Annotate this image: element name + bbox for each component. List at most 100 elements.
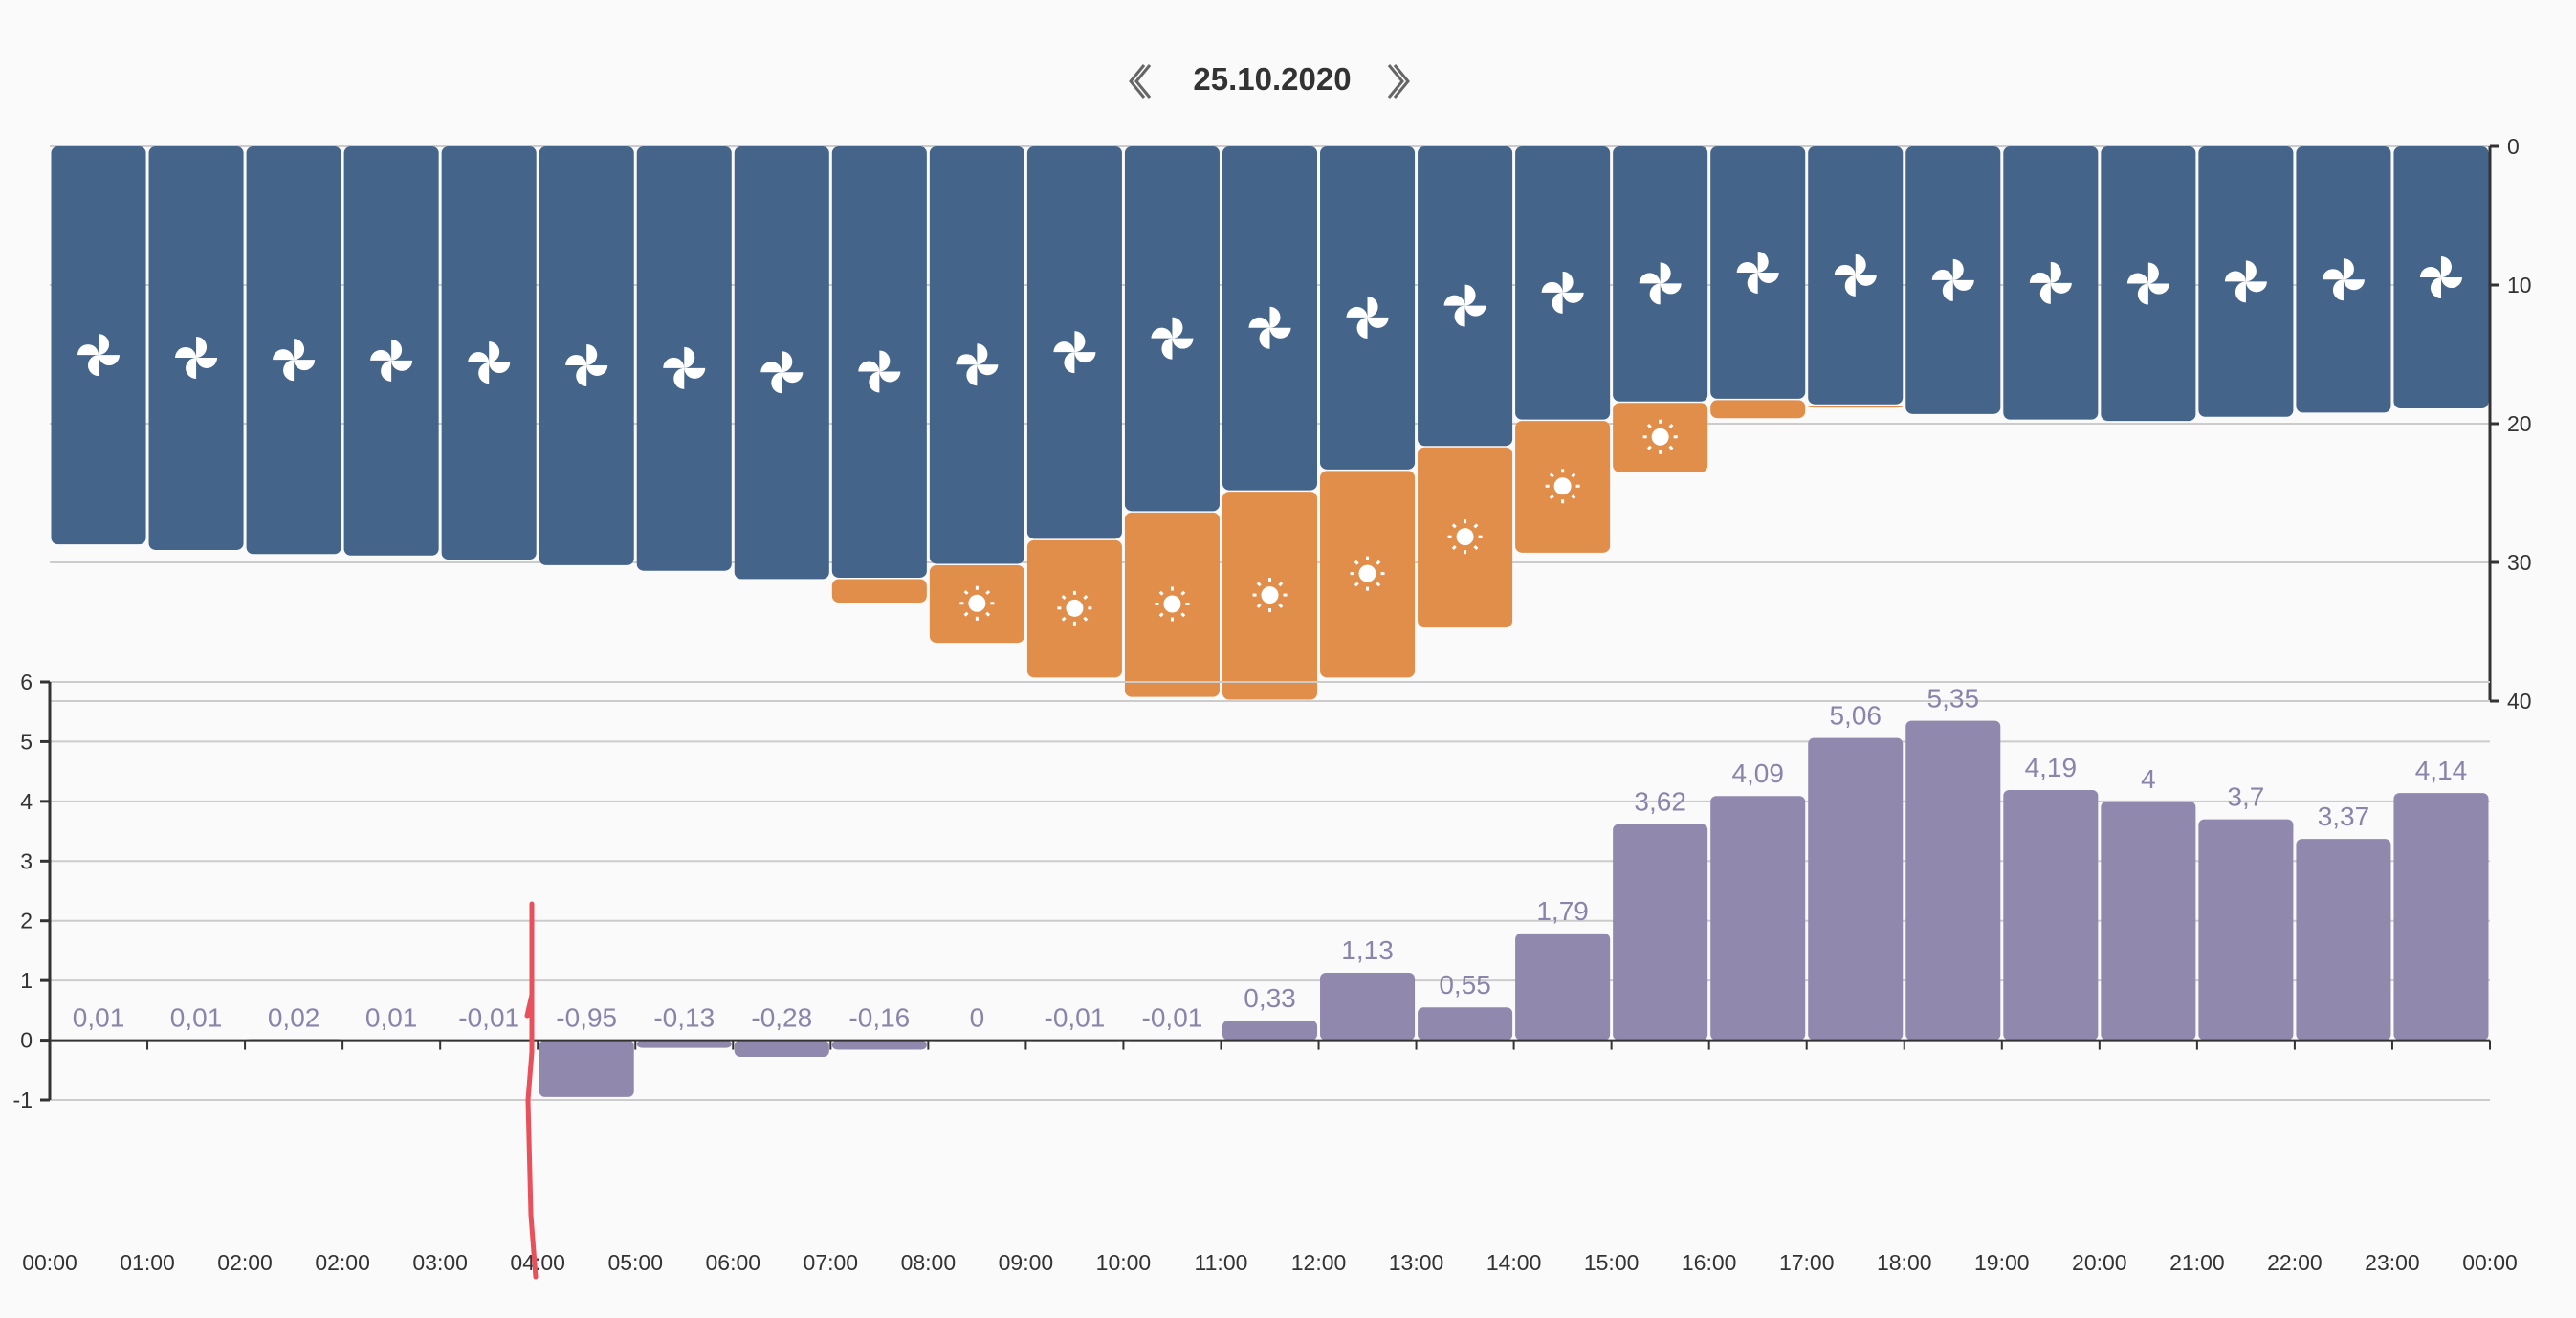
fan-blade [782,372,804,384]
sun-ray [1668,445,1674,450]
fan-blade [1356,317,1368,339]
fan-icon [2029,261,2072,304]
sun-core [1553,477,1572,495]
sun-ray [1354,582,1359,587]
fan-blade [99,334,110,356]
x-tick-label: 10:00 [1096,1250,1152,1275]
balance-bar [1515,933,1611,1041]
sun-ray [1668,423,1674,428]
fan-blade [1541,281,1563,293]
balance-bar [2393,793,2489,1041]
fan-bar [343,146,439,556]
balance-value-label: 4,14 [2415,756,2468,785]
sun-ray [1451,523,1457,529]
fan-blade [1844,275,1856,297]
top-y-tick-label: 0 [2507,134,2520,159]
fan-blade [565,355,587,365]
balance-bar [1418,1007,1513,1041]
fan-blade [879,371,901,383]
x-tick-label: 00:00 [2462,1250,2518,1275]
fan-blade [1172,317,1183,339]
fan-blade [1931,270,1953,280]
fan-blade [760,362,782,373]
fan-blade [2245,281,2267,293]
fan-blade [1151,327,1173,339]
sun-ray [1571,472,1576,478]
fan-icon [273,339,316,382]
fan-bar [831,146,927,578]
fan-blade [381,360,392,382]
bottom-y-tick-label: 4 [20,789,33,814]
fan-bar [636,146,732,571]
fan-blade [586,343,598,365]
fan-blade [196,357,218,368]
sun-icon [1642,419,1678,454]
balance-value-label: 4 [2141,764,2156,794]
fan-blade [489,362,511,373]
bottom-y-tick-label: 3 [20,848,33,873]
sun-ray [1646,445,1652,450]
heat-source-chart: 0 10 20 30 40 [50,134,2532,714]
fan-blade [2039,282,2051,304]
x-tick-label: 22:00 [2267,1250,2323,1275]
fan-blade [2029,272,2051,283]
x-tick-label: 03:00 [412,1250,468,1275]
fan-blade [468,352,490,363]
top-y-tick-label: 20 [2507,411,2532,436]
sun-core [968,594,986,612]
fan-blade [869,371,880,393]
fan-blade [2343,279,2365,291]
balance-value-label: -0,01 [458,1003,519,1033]
fan-blade [782,351,793,373]
sun-core [1358,564,1376,582]
fan-blade [1552,292,1563,314]
bottom-y-tick-label: 0 [20,1028,33,1053]
fan-blade [2245,260,2257,282]
fan-blade [1269,306,1281,328]
x-tick-label: 13:00 [1389,1250,1444,1275]
x-tick-label: 04:00 [510,1250,565,1275]
fan-icon [1248,306,1291,349]
date-navigator: 25.10.2020 [0,50,2576,117]
fan-blade [196,336,208,358]
balance-bar [539,1040,634,1097]
bottom-y-tick-label: -1 [13,1087,33,1112]
sun-core [1651,428,1669,446]
x-tick-label: 14:00 [1486,1250,1542,1275]
fan-blade [1757,251,1769,273]
next-day-button[interactable] [1379,59,1418,103]
fan-blade [858,361,880,372]
fan-icon [956,343,999,386]
fan-blade [1161,338,1173,360]
balance-value-label: -0,28 [751,1003,812,1033]
fan-icon [760,351,804,394]
balance-value-label: 0,01 [73,1003,125,1033]
fan-blade [663,357,685,368]
x-tick-label: 00:00 [22,1250,77,1275]
fan-blade [294,339,305,361]
fan-blade [273,349,295,361]
bottom-y-tick-label: 2 [20,909,33,934]
sun-ray [985,589,991,595]
previous-day-button[interactable] [1121,59,1159,103]
fan-blade [99,355,121,365]
fan-blade [2137,283,2148,305]
fan-blade [489,341,500,363]
fan-blade [2440,277,2462,288]
fan-blade [2126,273,2148,284]
fan-blade [673,367,685,389]
fan-bar [1710,146,1806,399]
fan-icon [663,346,706,389]
fan-icon [468,341,511,384]
balance-bar [1905,720,2001,1041]
sun-ray [963,589,969,595]
fan-blade [1064,352,1075,374]
fan-blade [1248,317,1270,328]
red-annotation-stroke [524,901,539,1280]
top-y-tick-label: 30 [2507,550,2532,575]
fan-blade [2343,258,2354,280]
balance-bar [734,1040,829,1058]
fan-blade [370,349,392,361]
sun-ray [1549,494,1554,500]
x-tick-label: 15:00 [1584,1250,1640,1275]
